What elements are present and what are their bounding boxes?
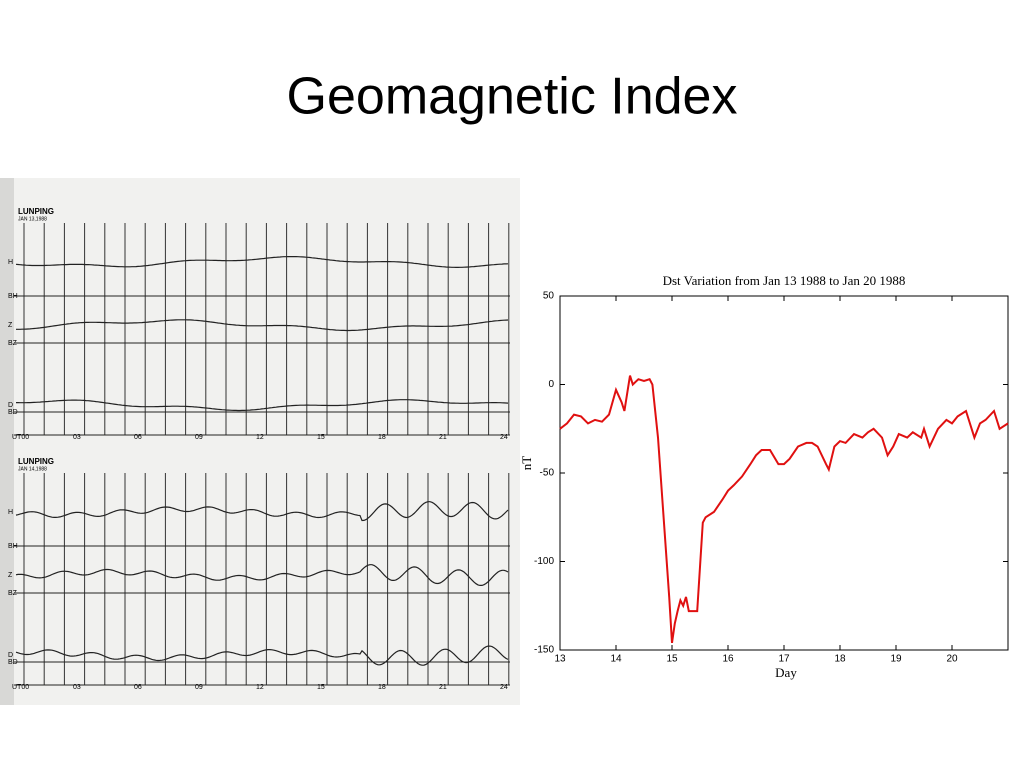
hour-label: 24 [500, 434, 508, 441]
x-tick-label: 15 [666, 654, 678, 665]
hour-label: 09 [195, 434, 203, 441]
y-tick-label: -150 [534, 645, 554, 656]
data-line [559, 375, 1009, 644]
y-tick-label: -50 [540, 468, 555, 479]
trace-label: BD [8, 659, 18, 666]
hour-label: 24 [500, 684, 508, 691]
hour-label: 21 [439, 434, 447, 441]
hour-label: 15 [317, 684, 325, 691]
hour-label: 18 [378, 434, 386, 441]
x-axis-label: Day [775, 665, 797, 680]
trace-label: BH [8, 543, 18, 550]
x-tick-label: 16 [722, 654, 734, 665]
hour-label: 06 [134, 684, 142, 691]
hour-label: 03 [73, 684, 81, 691]
trace [16, 319, 509, 332]
hour-label: 21 [439, 684, 447, 691]
date-label: JAN 13,1988 [18, 216, 47, 222]
trace [15, 564, 509, 586]
hour-label: 12 [256, 434, 264, 441]
x-tick-label: 20 [946, 654, 958, 665]
station-label: LUNPING [18, 457, 54, 466]
x-tick-label: 14 [610, 654, 622, 665]
hour-label: UT00 [12, 684, 29, 691]
trace-label: BD [8, 409, 18, 416]
trace-label: H [8, 509, 13, 516]
hour-label: 09 [195, 684, 203, 691]
trace-label: Z [8, 572, 13, 579]
chart-title: Dst Variation from Jan 13 1988 to Jan 20… [663, 273, 906, 288]
trace-label: Z [8, 322, 13, 329]
trace [15, 501, 509, 522]
trace-label: BH [8, 293, 18, 300]
date-label: JAN 14,1988 [18, 466, 47, 472]
trace-label: BZ [8, 340, 18, 347]
hour-label: 12 [256, 684, 264, 691]
x-tick-label: 19 [890, 654, 902, 665]
trace-label: D [8, 402, 13, 409]
trace [15, 645, 509, 666]
trace [16, 399, 509, 412]
slide-title: Geomagnetic Index [287, 68, 738, 126]
y-axis-label: nT [519, 456, 534, 471]
x-tick-label: 17 [778, 654, 790, 665]
scan-edge [0, 178, 14, 705]
hour-label: 03 [73, 434, 81, 441]
x-tick-label: 13 [554, 654, 566, 665]
trace-label: D [8, 652, 13, 659]
y-tick-label: 0 [548, 379, 554, 390]
station-label: LUNPING [18, 207, 54, 216]
hour-label: 18 [378, 684, 386, 691]
y-tick-label: 50 [543, 291, 555, 302]
hour-label: 15 [317, 434, 325, 441]
dst-chart: Dst Variation from Jan 13 1988 to Jan 20… [519, 273, 1009, 680]
hour-label: 06 [134, 434, 142, 441]
y-tick-label: -100 [534, 556, 554, 567]
trace-label: H [8, 259, 13, 266]
x-tick-label: 18 [834, 654, 846, 665]
trace-label: BZ [8, 590, 18, 597]
trace [15, 256, 509, 268]
plot-frame [559, 295, 1009, 651]
magnetogram-scan [0, 178, 520, 705]
hour-label: UT00 [12, 434, 29, 441]
